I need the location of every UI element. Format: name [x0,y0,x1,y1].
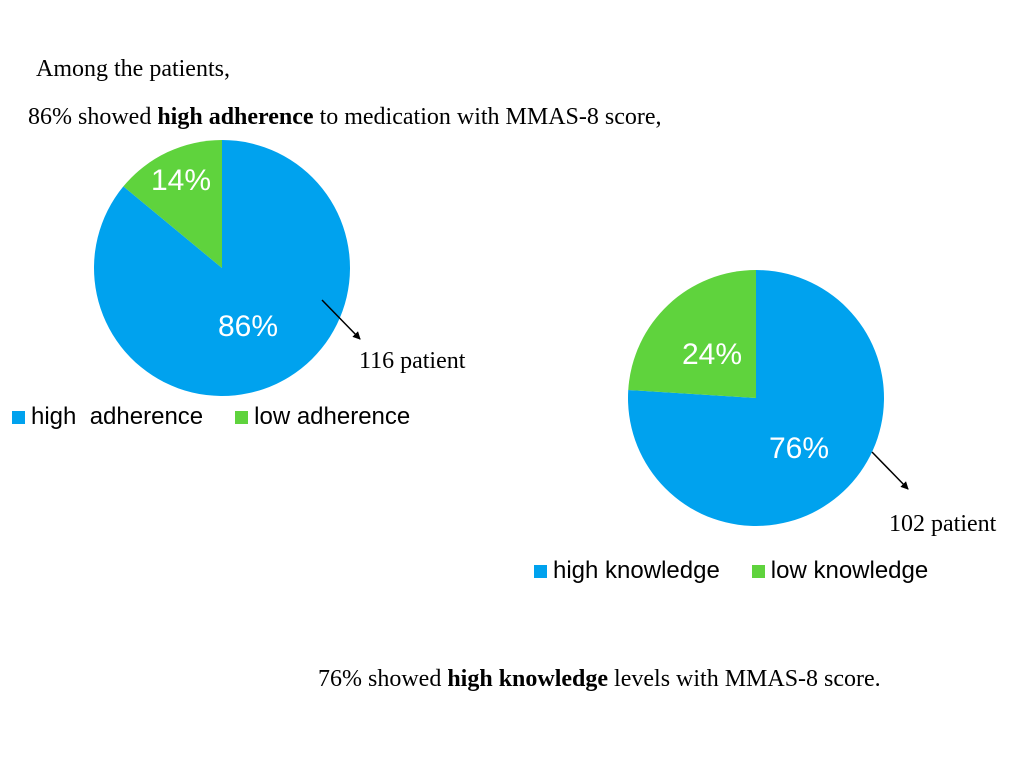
legend-label-low-knowledge: low knowledge [770,557,929,584]
knowledge-bold: high knowledge [447,666,609,692]
knowledge-prefix: 76% showed [318,666,448,692]
pie-slice-low-adherence [123,140,222,268]
legend-swatch-high-knowledge [534,564,547,578]
adherence-statement: 86% showed high adherence to medication … [28,104,662,131]
adherence-bold: high adherence [157,104,314,130]
legend-swatch-high-adherence [12,410,25,424]
legend-label-high-adherence: high adherence [31,403,204,430]
knowledge-pie-chart: 76% 24% [628,270,884,526]
legend-label-low-adherence: low adherence [254,403,411,430]
knowledge-statement: 76% showed high knowledge levels with MM… [318,666,881,693]
adherence-suffix: to medication with MMAS-8 score, [313,104,662,130]
pie-slice-low-knowledge [628,270,756,398]
slice-label-high-knowledge: 76% [769,432,829,465]
knowledge-patient-count: 102 patient [889,511,997,537]
legend-label-high-knowledge: high knowledge [553,557,720,584]
slice-label-low-knowledge: 24% [682,338,742,371]
slice-label-low-adherence: 14% [151,164,211,197]
knowledge-suffix: levels with MMAS-8 score. [608,666,881,692]
intro-text: Among the patients, [36,56,230,83]
knowledge-legend: high knowledge low knowledge [534,557,928,585]
legend-swatch-low-adherence [235,410,249,424]
knowledge-annotation-arrow [871,451,909,490]
intro-label: Among the patients, [36,56,230,82]
slice-label-high-adherence: 86% [218,310,278,343]
adherence-patient-count: 116 patient [359,348,466,374]
adherence-prefix: 86% showed [28,104,158,130]
adherence-pie-chart: 86% 14% [93,140,350,396]
adherence-annotation-arrow [321,299,361,340]
adherence-legend: high adherence low adherence [12,403,410,431]
legend-swatch-low-knowledge [751,564,765,578]
